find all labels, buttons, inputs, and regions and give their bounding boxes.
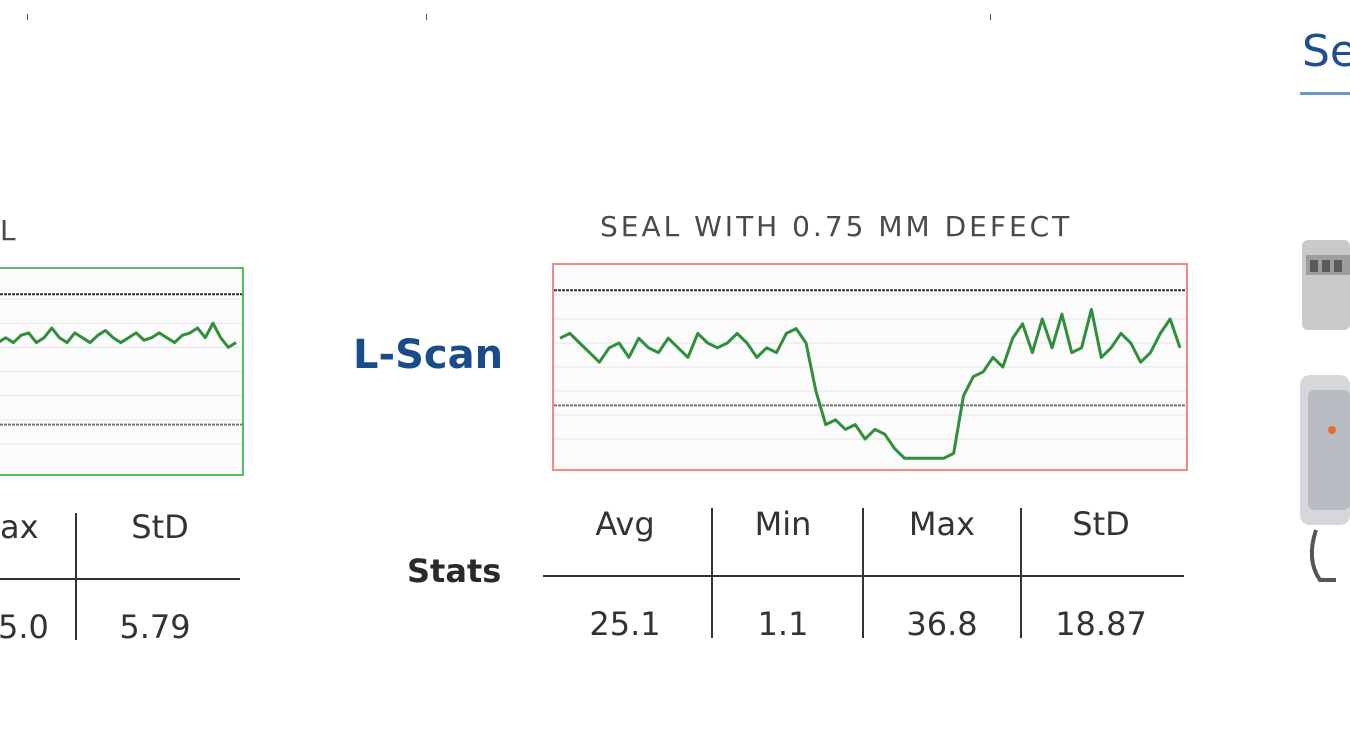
lscan-row-label: L-Scan xyxy=(353,332,504,378)
inspection-machine-image xyxy=(1300,240,1350,582)
top-tick xyxy=(426,14,427,20)
stat-header-std: StD xyxy=(1072,505,1130,543)
stat-value-max: 36.8 xyxy=(906,605,978,643)
left-stats-column-divider xyxy=(75,513,77,640)
side-panel-underline xyxy=(1300,92,1350,95)
stat-header-avg: Avg xyxy=(595,505,655,543)
stat-value-avg: 25.1 xyxy=(589,605,661,643)
stats-column-divider xyxy=(711,508,713,638)
left-stat-value-max: 5.0 xyxy=(0,608,49,646)
left-stat-header-std: StD xyxy=(131,508,189,546)
left-chart-title: L xyxy=(0,214,19,247)
stat-value-min: 1.1 xyxy=(757,605,809,643)
stat-header-max: Max xyxy=(908,505,976,543)
stats-column-divider xyxy=(1020,508,1022,638)
top-tick xyxy=(990,14,991,20)
right-chart-title: SEAL WITH 0.75 MM DEFECT xyxy=(600,210,1073,243)
left-line-chart xyxy=(0,293,242,445)
left-stat-value-std: 5.79 xyxy=(119,608,191,646)
stats-column-divider xyxy=(862,508,864,638)
left-stat-header-max: ax xyxy=(0,508,39,546)
right-line-chart xyxy=(554,289,1186,460)
right-chart-frame xyxy=(552,263,1188,471)
top-tick xyxy=(27,14,28,20)
stat-header-min: Min xyxy=(754,505,812,543)
right-chart-series-line xyxy=(559,307,1182,460)
left-chart-frame xyxy=(0,267,244,476)
stats-row-label: Stats xyxy=(407,552,502,590)
side-panel-title: Se xyxy=(1302,26,1350,77)
left-chart-series-line xyxy=(0,321,237,349)
stat-value-std: 18.87 xyxy=(1055,605,1147,643)
left-stats-divider xyxy=(0,578,240,580)
